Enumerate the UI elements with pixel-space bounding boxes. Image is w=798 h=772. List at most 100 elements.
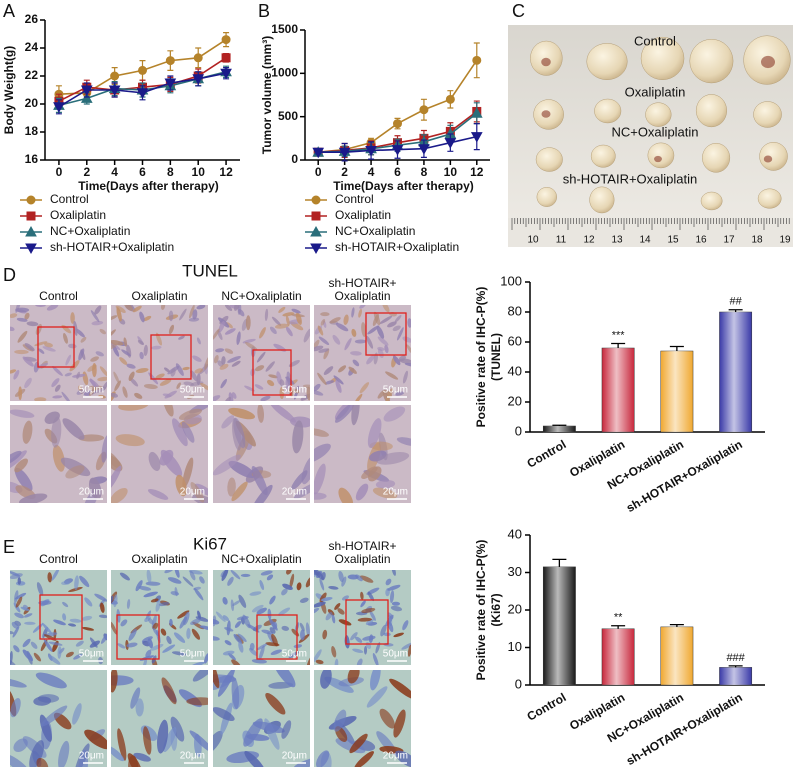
cell (367, 325, 380, 335)
cell (261, 629, 274, 635)
x-tick-label: 2 (83, 165, 90, 179)
cell (10, 754, 30, 767)
cell (139, 351, 144, 360)
y-tick-label: 16 (25, 152, 39, 166)
cell (143, 591, 158, 598)
cell (75, 640, 84, 647)
x-axis-label: Time(Days after therapy) (333, 179, 474, 193)
cell (251, 658, 267, 664)
cell (271, 316, 282, 326)
legend-label: NC+Oxaliplatin (50, 224, 130, 238)
cell (190, 482, 205, 503)
cell (199, 625, 208, 631)
marker (418, 144, 430, 155)
scale-label: 50μm (180, 649, 205, 660)
y-tick-label: 20 (508, 393, 522, 408)
y-tick-label: 40 (508, 363, 522, 378)
cell (328, 586, 339, 590)
cell (258, 645, 265, 661)
cell (299, 597, 309, 603)
cell (350, 632, 358, 641)
cell (15, 307, 30, 313)
cell (186, 627, 191, 640)
cell (213, 615, 217, 627)
cell (73, 653, 83, 660)
tumor (702, 142, 731, 173)
cell (281, 625, 290, 631)
marker (80, 85, 93, 97)
cell (14, 590, 19, 603)
cell (196, 305, 206, 310)
cell (167, 577, 182, 584)
y-tick-label: 26 (25, 12, 39, 26)
tumor (536, 187, 557, 207)
cell (94, 305, 102, 315)
cell (361, 322, 367, 337)
cell (269, 595, 276, 605)
cell (244, 385, 255, 392)
cell (162, 644, 176, 653)
cell (147, 489, 169, 500)
tumor (700, 191, 723, 211)
cell (351, 405, 360, 426)
cell (65, 465, 85, 479)
cell (244, 751, 266, 767)
column-heading: Oxaliplatin (334, 289, 390, 303)
cell (74, 575, 79, 591)
cell (126, 642, 138, 648)
cell (24, 377, 32, 389)
cell (117, 643, 126, 649)
cell (224, 627, 234, 632)
cell (178, 408, 203, 420)
marker (26, 195, 36, 205)
cell (222, 597, 228, 605)
tumor-spot (763, 155, 773, 163)
cell (54, 384, 61, 392)
cell (217, 670, 235, 697)
cell (331, 645, 337, 658)
bar-shine (601, 348, 635, 432)
marker (192, 74, 205, 85)
cell (361, 466, 378, 479)
cell (372, 487, 398, 499)
scale-label: 50μm (383, 649, 408, 660)
cell (360, 600, 366, 608)
cell (62, 601, 69, 608)
cell (260, 395, 271, 401)
cell (317, 372, 327, 386)
x-tick-label: 4 (368, 165, 375, 179)
micrograph-texture (314, 405, 411, 503)
cell (281, 720, 292, 739)
cell (370, 670, 381, 691)
cell (407, 644, 411, 657)
cell (191, 628, 201, 640)
cell (192, 309, 198, 320)
cell (333, 709, 347, 732)
cell (137, 339, 145, 345)
cell (147, 617, 154, 625)
cell (10, 450, 27, 471)
cell (376, 452, 410, 465)
marker (310, 225, 322, 237)
cell (396, 437, 411, 447)
cell (221, 356, 226, 365)
cell (266, 574, 274, 581)
cell (407, 318, 411, 328)
cell (322, 629, 328, 640)
ruler-number: 18 (751, 235, 763, 246)
x-tick-label: 6 (394, 165, 401, 179)
cell (269, 326, 277, 335)
cell (19, 493, 48, 503)
micrograph-texture (111, 405, 208, 503)
cell (160, 449, 183, 477)
cell (224, 396, 232, 401)
cell (286, 570, 292, 575)
cell (36, 582, 44, 596)
cell (188, 317, 200, 322)
zoom-box (256, 614, 298, 660)
cell (260, 570, 273, 576)
cell (146, 570, 152, 584)
cell (352, 359, 360, 367)
cell (365, 619, 374, 625)
cell (175, 474, 187, 497)
